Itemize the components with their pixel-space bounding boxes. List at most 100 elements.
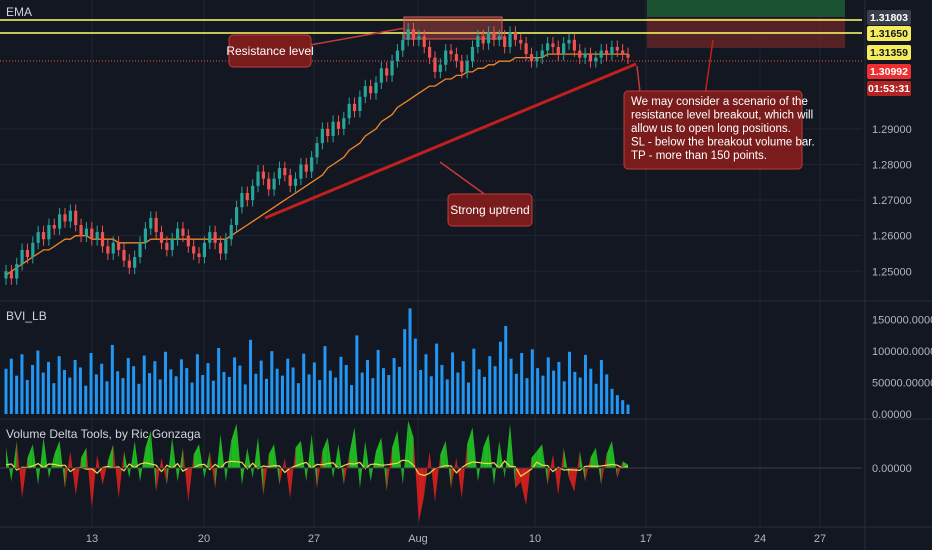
volume-axis: 0.00000 50000.00000 100000.00000 150000.000… [872,315,932,421]
volume-bar [440,364,444,414]
volume-bar [376,349,380,414]
candle [159,225,164,250]
volume-bar [498,341,502,414]
delta-segment [343,454,350,485]
volume-bar [280,375,284,414]
candle [261,165,265,186]
candle [545,36,550,57]
volume-bar [211,380,215,414]
volume-bar [403,329,407,414]
delta-segment [574,451,580,492]
volume-bar [334,377,338,414]
svg-text:1.31803: 1.31803 [870,12,908,24]
delta-segment [311,434,317,489]
delta-segment [429,451,435,502]
scenario-line: We may consider a scenario of the [631,96,808,108]
candle [401,33,405,57]
delta-segment [236,423,242,485]
candle [444,44,448,72]
candle [524,36,528,61]
candle [224,232,228,260]
delta-segment [413,437,419,523]
candle [9,264,13,285]
ema-line [5,53,628,276]
volume-bar [371,378,375,414]
delta-segment [300,440,307,482]
volume-bar [15,375,19,414]
candle [218,236,223,260]
volume-bar [472,348,476,414]
delta-segment [16,440,23,499]
volume-bar [286,358,290,414]
candle [352,97,357,118]
candle [299,158,303,186]
candlestick-series [4,22,630,285]
volume-bar [536,368,540,414]
candle [100,225,105,253]
delta-segment [172,437,178,482]
volume-bar [392,358,396,414]
volume-bar [291,367,295,414]
delta-segment [386,447,393,492]
volume-bar [62,370,66,414]
candle [95,225,99,246]
delta-segment [510,423,516,489]
candle [133,250,137,275]
volume-bar [201,375,205,414]
delta-segment [247,447,253,479]
candle [422,29,426,54]
volume-bar [47,361,51,414]
delta-segment [140,447,146,482]
volume-bar [610,388,614,414]
candle [52,218,56,235]
price-badge: 1.30992 [867,64,911,79]
delta-segment [317,451,323,489]
volume-bar [413,338,417,414]
delta-segment [408,420,414,468]
candle [197,247,201,264]
volume-bar [296,383,300,414]
delta-segment [595,447,602,485]
candle [529,47,534,68]
delta-segment [118,451,124,499]
delta-segment [365,440,371,482]
delta-segment [445,440,452,489]
volume-bar [488,356,492,414]
candle [363,79,367,104]
volume-bar [557,361,561,414]
volume-bar [520,353,524,414]
annotation-callouts: Resistance level Strong uptrend We may con… [226,27,815,227]
candle [240,186,244,214]
delta-segment [150,430,157,492]
price-badge: 1.31359 [867,45,911,60]
delta-segment [402,420,409,485]
volume-bar [626,404,630,414]
delta-segment [617,461,623,479]
candle [111,236,115,260]
delta-segment [81,447,87,468]
volume-bar [482,376,486,414]
candle [626,47,630,65]
delta-segment [188,454,194,502]
svg-text:01:53:31: 01:53:31 [868,83,910,95]
candle [256,165,260,193]
time-tick-label: 27 [814,533,826,545]
time-tick-label: 17 [640,533,652,545]
candle [138,236,142,264]
volume-bar [153,361,157,414]
volume-bar [307,374,311,414]
candle [326,122,330,143]
candle [208,225,212,250]
delta-segment [440,440,446,468]
volume-bar [589,368,593,414]
uptrend-callout: Strong uptrend [439,161,533,227]
candle [154,211,158,239]
candle [202,236,206,264]
delta-segment [204,451,210,479]
candle [476,29,480,54]
delta-segment [123,451,130,479]
candle [90,222,94,246]
delta-segment [601,454,607,485]
volume-bar [328,370,332,414]
volume-bar [142,355,146,414]
